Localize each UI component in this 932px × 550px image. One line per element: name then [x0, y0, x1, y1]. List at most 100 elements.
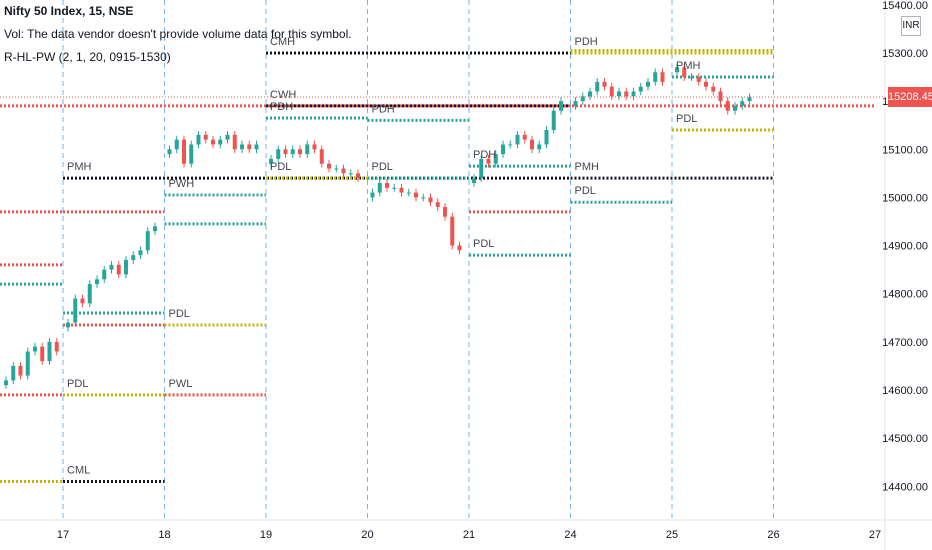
price-tick-label: 14400.00	[882, 481, 928, 493]
price-axis[interactable]: 15400.0015300.0015200.0015100.0015000.00…	[882, 0, 928, 550]
time-tick-label: 27	[869, 529, 881, 541]
currency-label[interactable]: INR	[901, 16, 921, 36]
level-label: PDL	[169, 308, 190, 320]
candle-body	[609, 86, 614, 97]
candle-body	[551, 110, 556, 130]
candle-body	[588, 91, 592, 97]
candle-body	[624, 91, 629, 97]
time-tick-label: 26	[767, 529, 779, 541]
candle-body	[573, 101, 578, 106]
level-label: PDL	[372, 161, 393, 173]
candle-body	[4, 380, 8, 386]
candle-body	[515, 134, 520, 145]
candle-body	[508, 144, 513, 146]
candle-body	[443, 207, 447, 217]
level-label: PMH	[575, 161, 600, 173]
candle-body	[733, 105, 737, 111]
candle-body	[40, 346, 45, 362]
candle-body	[522, 134, 527, 140]
time-axis[interactable]: 17 18 19 20 21 24 25 26 27	[0, 519, 932, 541]
candle-body	[370, 192, 375, 198]
candle-body	[501, 144, 505, 155]
candle-body	[174, 139, 179, 150]
candle-body	[312, 144, 317, 150]
candle-body	[73, 298, 78, 323]
level-label: CWH	[270, 89, 296, 101]
level-lines	[0, 49, 875, 483]
level-label: PDL	[575, 185, 596, 197]
candle-body	[225, 134, 230, 140]
candle-body	[232, 134, 237, 150]
time-tick-label: 17	[57, 529, 69, 541]
candle-body	[218, 139, 223, 145]
candle-body	[435, 202, 440, 208]
candle-body	[18, 365, 23, 376]
candle-body	[399, 187, 404, 193]
candle-body	[240, 144, 244, 150]
candle-body	[131, 255, 136, 260]
candle-body	[537, 144, 542, 150]
candle-body	[334, 168, 339, 170]
candle-body	[406, 192, 411, 194]
candle-body	[559, 101, 563, 111]
candle-body	[87, 284, 92, 304]
level-label: PDH	[270, 101, 293, 113]
level-label: CML	[67, 464, 90, 476]
level-label: PDL	[67, 378, 88, 390]
candle-body	[109, 264, 114, 270]
candle-body	[472, 178, 476, 183]
level-label: PDL	[270, 161, 291, 173]
symbol-legend[interactable]: Nifty 50 Index, 15, NSE	[4, 4, 134, 18]
indicator-legend[interactable]: R-HL-PW (2, 1, 20, 0915-1530)	[4, 50, 171, 64]
level-label: CMH	[270, 36, 295, 48]
level-label: PMH	[676, 60, 701, 72]
candle-body	[479, 158, 484, 179]
candle-body	[675, 67, 679, 73]
level-label: PWH	[169, 178, 195, 190]
candle-body	[660, 72, 665, 82]
candle-body	[689, 77, 694, 79]
candle-body	[33, 346, 37, 352]
last-price-tag: 15208.45	[888, 87, 932, 108]
candle-body	[116, 264, 121, 275]
candle-body	[740, 101, 745, 106]
level-label: PDH	[575, 36, 598, 48]
candle-body	[80, 298, 85, 304]
candle-body	[153, 226, 157, 232]
level-label: PDH	[473, 149, 496, 161]
candle-body	[138, 250, 143, 256]
candle-body	[290, 149, 295, 155]
candle-body	[305, 144, 310, 155]
price-tick-label: 15300.00	[882, 48, 928, 60]
time-tick-label: 20	[361, 529, 373, 541]
candle-body	[298, 149, 302, 155]
volume-legend: Vol: The data vendor doesn't provide vol…	[4, 27, 352, 41]
price-tick-label: 14800.00	[882, 289, 928, 301]
level-label: PWL	[169, 378, 193, 390]
candle-body	[254, 144, 259, 150]
candle-body	[341, 168, 346, 174]
candle-body	[167, 149, 172, 155]
time-tick-label: 21	[463, 529, 475, 541]
candle-body	[203, 134, 208, 140]
session-separators	[62, 0, 774, 520]
level-label: PDL	[676, 113, 697, 125]
price-tick-label: 14600.00	[882, 385, 928, 397]
candle-body	[711, 86, 716, 92]
candle-body	[124, 260, 128, 275]
candle-body	[392, 187, 397, 189]
candle-body	[11, 365, 16, 381]
candle-body	[682, 67, 687, 78]
candle-body	[486, 158, 491, 164]
candle-body	[247, 144, 252, 150]
level-labels: PMH PMH CMH CML CWH PWH PWL PDH PDL PDL PDH PDL PDL P…	[67, 36, 701, 477]
candle-body	[414, 192, 418, 198]
candle-body	[327, 163, 331, 169]
price-tick-label: 15100.00	[882, 144, 928, 156]
time-tick-label: 25	[666, 529, 678, 541]
candle-body	[725, 101, 730, 111]
candles	[4, 63, 752, 390]
candle-body	[276, 149, 281, 159]
candle-body	[319, 149, 324, 164]
